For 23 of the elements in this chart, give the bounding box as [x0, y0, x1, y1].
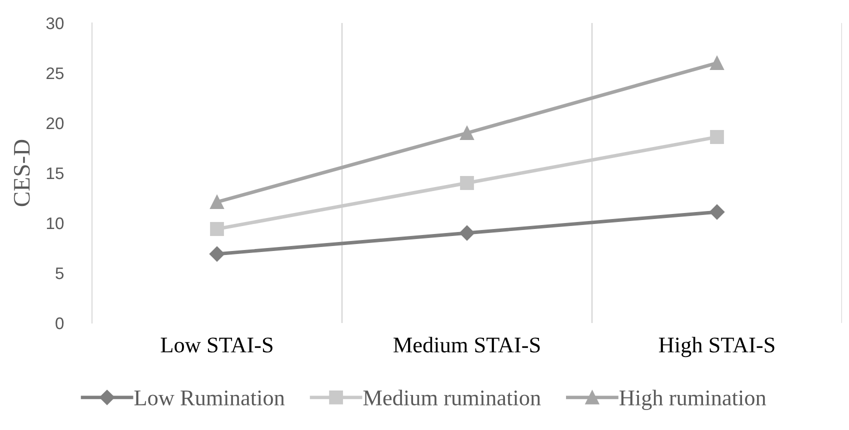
legend-label: Low Rumination [134, 390, 285, 406]
y-tick-label: 5 [56, 268, 64, 280]
point [709, 204, 725, 220]
y-tick-label: 0 [56, 317, 64, 330]
y-tick-label: 20 [46, 117, 64, 130]
y-tick-label: 15 [46, 168, 64, 180]
x-tick-label: High STAI-S [658, 336, 774, 358]
point [459, 225, 475, 241]
point [710, 130, 724, 144]
y-tick-label: 10 [46, 217, 64, 230]
point [210, 222, 224, 236]
x-tick-label: Low STAI-S [160, 338, 272, 353]
point [210, 195, 224, 209]
point [209, 246, 225, 262]
y-axis-title: CES-D [14, 140, 30, 206]
y-tick-label: 30 [46, 17, 64, 30]
point [460, 126, 474, 140]
point [710, 56, 724, 70]
legend-label: Medium rumination [363, 390, 541, 406]
point [460, 176, 474, 190]
legend-label: High rumination [620, 390, 766, 410]
x-tick-label: Medium STAI-S [394, 336, 540, 353]
y-tick-label: 25 [46, 67, 64, 80]
